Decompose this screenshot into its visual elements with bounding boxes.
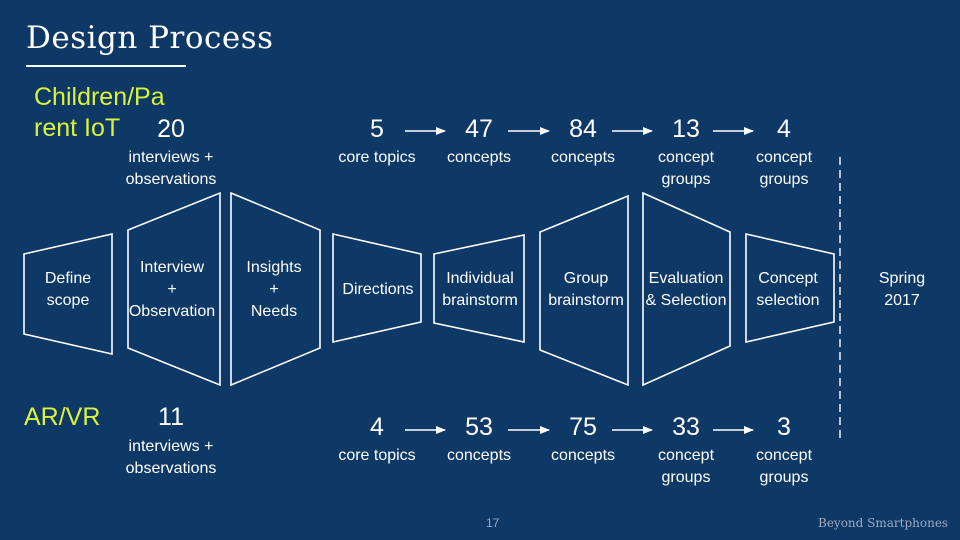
stage-shape-define-scope: [23, 232, 113, 356]
stage-interview-observation-line3: Observation: [128, 303, 216, 320]
stage-shape-directions: [332, 232, 422, 344]
track-label-arvr: AR/VR: [24, 403, 101, 431]
arvr-step-4-label-line2: groups: [661, 469, 711, 486]
stage-interview-observation-line1: Interview: [139, 259, 205, 276]
stage-individual-brainstorm: Individual brainstorm: [436, 268, 524, 312]
arvr-step-4-value: 33: [672, 413, 700, 441]
iot-step-3-label-line1: concepts: [550, 149, 616, 166]
arvr-step-3-label-line1: concepts: [550, 447, 616, 464]
stage-shape-insights-needs: [230, 191, 321, 387]
arvr-step-2-label-line1: concepts: [446, 447, 512, 464]
stage-directions: Directions: [336, 279, 420, 301]
stage-insights-needs-line3: Needs: [250, 303, 298, 320]
iot-step-4-label: concept groups: [636, 147, 736, 191]
stage-evaluation-selection: Evaluation & Selection: [642, 268, 730, 312]
track-label-iot: Children/Pa rent IoT: [34, 82, 165, 144]
stage-shape-interview-observation: [127, 191, 221, 387]
arvr-interviews-count: 11: [158, 403, 184, 431]
stage-evaluation-selection-line2: & Selection: [645, 292, 727, 309]
stage-shape-group-brainstorm: [539, 194, 629, 387]
iot-step-5-label: concept groups: [734, 147, 834, 191]
arvr-step-3-label: concepts: [533, 445, 633, 467]
iot-step-2-label-line1: concepts: [446, 149, 512, 166]
stage-insights-needs-line1: Insights: [246, 259, 302, 276]
iot-step-5-label-line2: groups: [759, 171, 809, 188]
arvr-step-1-label: core topics: [327, 445, 427, 467]
arvr-interviews-label-line1: interviews +: [128, 438, 214, 455]
timeline-label-line2: 2017: [884, 292, 920, 309]
slide-title: Design Process: [26, 20, 274, 56]
iot-step-2-value: 47: [465, 115, 493, 143]
arvr-step-4-label: concept groups: [636, 445, 736, 489]
iot-step-2-label: concepts: [429, 147, 529, 169]
arvr-step-1-label-line1: core topics: [338, 447, 416, 464]
iot-interviews-label: interviews + observations: [111, 147, 231, 191]
stage-shape-evaluation-selection: [642, 191, 731, 387]
arvr-step-1-value: 4: [370, 413, 384, 441]
stage-directions-line1: Directions: [342, 281, 414, 298]
iot-step-3-value: 84: [569, 115, 597, 143]
stage-define-scope-line1: Define: [44, 270, 92, 287]
iot-step-5-value: 4: [777, 115, 791, 143]
stage-group-brainstorm: Group brainstorm: [541, 268, 631, 312]
iot-interviews-label-line2: observations: [125, 171, 217, 188]
iot-step-1-label-line1: core topics: [338, 149, 416, 166]
stage-interview-observation: Interview + Observation: [124, 257, 220, 323]
timeline-label-line1: Spring: [878, 270, 926, 287]
stage-interview-observation-line2: +: [167, 281, 177, 298]
arvr-step-5-value: 3: [777, 413, 791, 441]
iot-step-1-value: 5: [370, 115, 384, 143]
timeline-label: Spring 2017: [862, 268, 942, 312]
iot-step-3-label: concepts: [533, 147, 633, 169]
arvr-step-5-label-line2: groups: [759, 469, 809, 486]
arvr-step-2-value: 53: [465, 413, 493, 441]
stage-group-brainstorm-line2: brainstorm: [548, 292, 624, 309]
iot-step-4-value: 13: [672, 115, 700, 143]
arvr-step-4-label-line1: concept: [657, 447, 715, 464]
stage-individual-brainstorm-line1: Individual: [446, 270, 514, 287]
iot-interviews-count: 20: [157, 115, 185, 143]
brand-footer: Beyond Smartphones: [818, 516, 949, 530]
arvr-step-2-label: concepts: [429, 445, 529, 467]
stage-shape-concept-selection: [745, 232, 835, 344]
stage-concept-selection-line1: Concept: [758, 270, 818, 287]
iot-step-4-label-line2: groups: [661, 171, 711, 188]
track-label-iot-line1: Children/Pa: [34, 83, 165, 111]
title-underline: [26, 65, 186, 67]
stage-evaluation-selection-line1: Evaluation: [648, 270, 724, 287]
stage-concept-selection: Concept selection: [746, 268, 830, 312]
iot-interviews-label-line1: interviews +: [128, 149, 214, 166]
arvr-interviews-label: interviews + observations: [111, 436, 231, 480]
stage-insights-needs: Insights + Needs: [233, 257, 315, 323]
iot-step-5-label-line1: concept: [755, 149, 813, 166]
stage-concept-selection-line2: selection: [756, 292, 820, 309]
arvr-step-3-value: 75: [569, 413, 597, 441]
stage-shape-individual-brainstorm: [433, 234, 525, 343]
stage-individual-brainstorm-line2: brainstorm: [442, 292, 518, 309]
iot-step-1-label: core topics: [327, 147, 427, 169]
arvr-step-5-label: concept groups: [734, 445, 834, 489]
track-label-iot-line2: rent IoT: [34, 114, 121, 142]
stage-insights-needs-line2: +: [269, 281, 279, 298]
iot-step-4-label-line1: concept: [657, 149, 715, 166]
stage-group-brainstorm-line1: Group: [563, 270, 609, 287]
page-number: 17: [486, 516, 500, 530]
stage-define-scope-line2: scope: [46, 292, 90, 309]
arvr-step-5-label-line1: concept: [755, 447, 813, 464]
arvr-interviews-label-line2: observations: [125, 460, 217, 477]
stage-define-scope: Define scope: [28, 268, 108, 312]
